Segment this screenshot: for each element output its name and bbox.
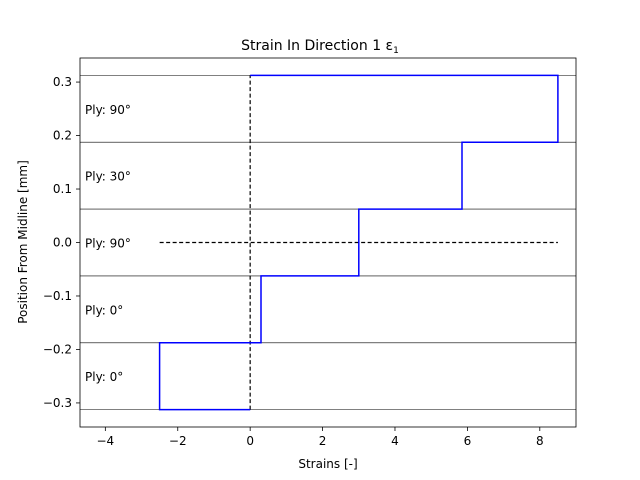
- y-axis-label: Position From Midline [mm]: [16, 160, 30, 324]
- plot-area: Ply: 0° Ply: 0° Ply: 90° Ply: 30° Ply: 90°: [80, 74, 576, 411]
- y-tick-label: −0.3: [43, 396, 72, 410]
- x-tick-label: 2: [319, 434, 327, 448]
- chart-title: Strain In Direction 1 ε1: [241, 38, 399, 56]
- strain-line: [158, 74, 559, 411]
- x-tick-label: 0: [246, 434, 254, 448]
- axes: −4 −2 0 2 4 6 8 −0.3 −0.2 −0.1 0.0 0.1 0.2 0.3: [43, 57, 577, 448]
- y-tick-label: 0.1: [53, 182, 72, 196]
- y-tick-label: −0.2: [43, 342, 72, 356]
- y-tick-label: −0.1: [43, 289, 72, 303]
- x-tick-label: 4: [391, 434, 399, 448]
- ply-label: Ply: 90°: [85, 103, 131, 117]
- y-tick-label: 0.3: [53, 75, 72, 89]
- ply-label: Ply: 90°: [85, 237, 131, 251]
- ply-label: Ply: 0°: [85, 303, 123, 317]
- y-tick-label: 0.0: [53, 236, 72, 250]
- ply-label: Ply: 0°: [85, 370, 123, 384]
- x-tick-label: 6: [464, 434, 472, 448]
- x-tick-label: −4: [96, 434, 114, 448]
- chart-title-subscript: 1: [393, 46, 399, 56]
- x-tick-label: 8: [536, 434, 544, 448]
- x-tick-label: −2: [169, 434, 187, 448]
- y-tick-label: 0.2: [53, 129, 72, 143]
- ply-label: Ply: 30°: [85, 170, 131, 184]
- chart-title-text: Strain In Direction 1 ε: [241, 38, 393, 54]
- x-axis-label: Strains [-]: [298, 457, 357, 471]
